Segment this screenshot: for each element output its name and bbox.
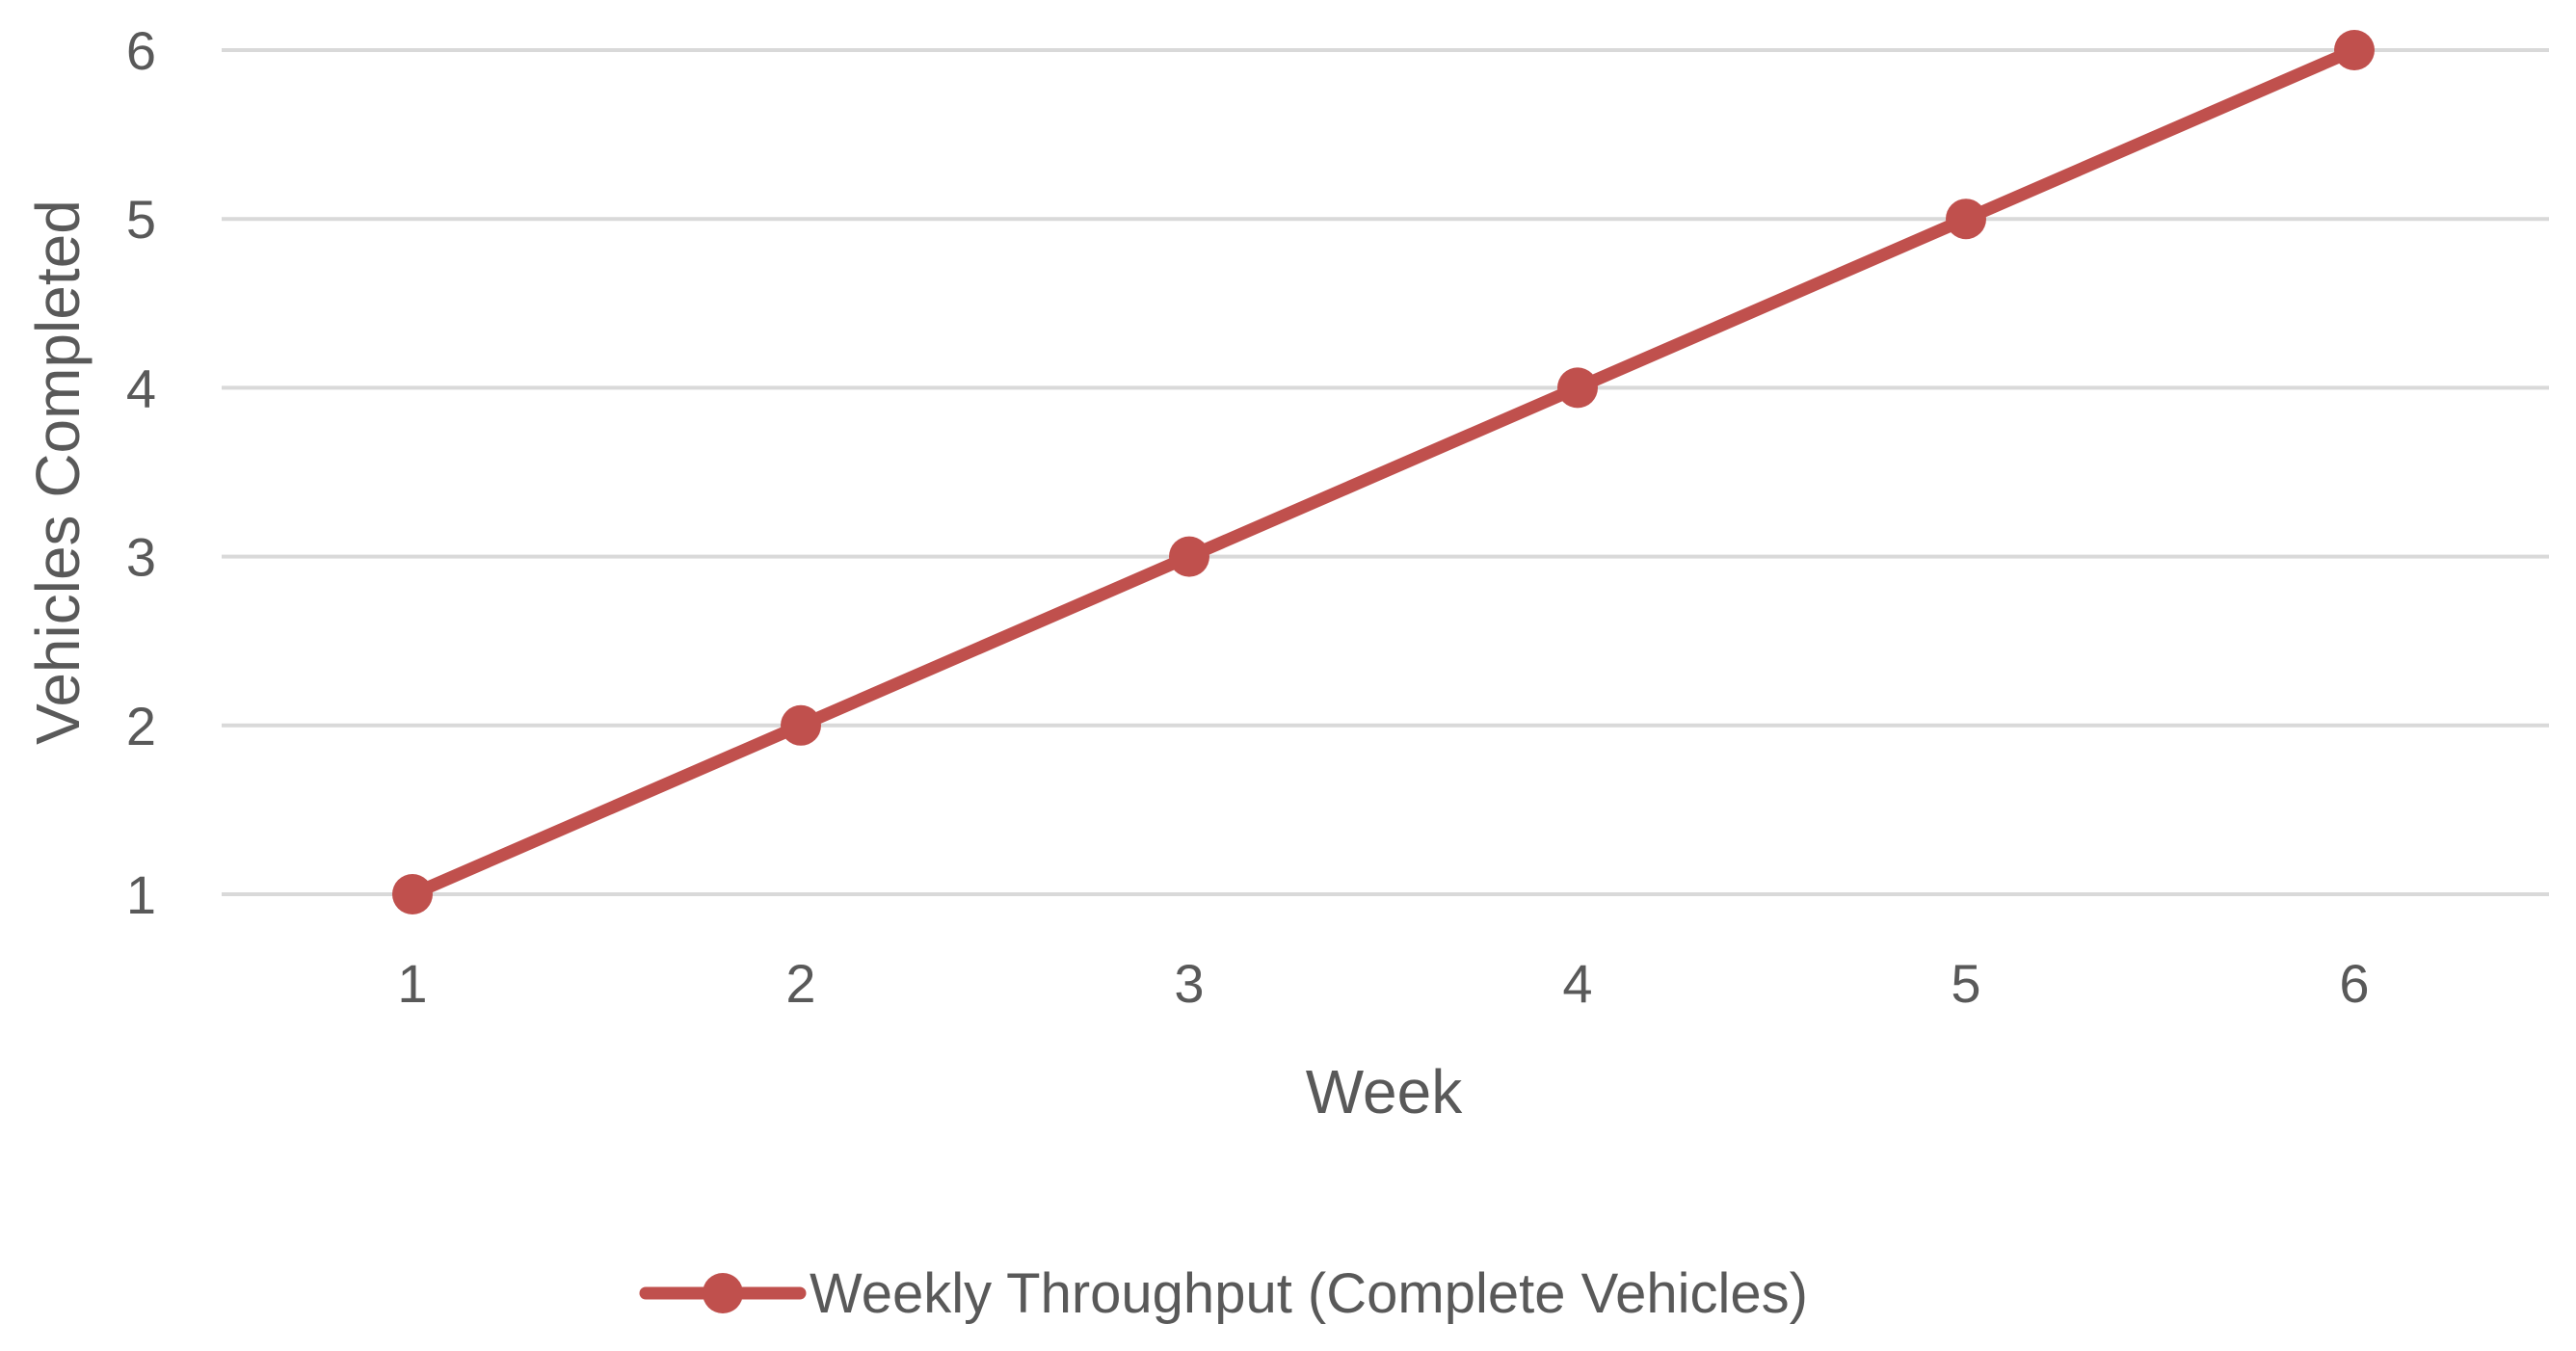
series-line [406, 43, 2361, 901]
x-tick-label: 4 [1562, 953, 1592, 1014]
y-tick-label: 3 [126, 527, 156, 588]
x-tick-label: 2 [785, 953, 815, 1014]
gridlines [222, 48, 2549, 896]
x-tick-label: 5 [1951, 953, 1980, 1014]
x-tick-label: 3 [1174, 953, 1204, 1014]
y-tick-label: 2 [126, 696, 156, 756]
data-point [392, 874, 433, 914]
y-tick-label: 6 [126, 20, 156, 81]
data-point [1557, 367, 1598, 409]
data-point [2334, 30, 2375, 70]
y-tick-label: 4 [126, 358, 156, 418]
series-lines [406, 43, 2361, 901]
series-points [392, 30, 2375, 914]
x-axis-title: Week [1306, 1057, 1463, 1126]
data-point [781, 704, 821, 746]
legend-swatch-marker [703, 1273, 743, 1313]
x-tick-label: 6 [2339, 953, 2369, 1014]
legend: Weekly Throughput (Complete Vehicles) [639, 1262, 1808, 1325]
x-axis-tick-labels: 1 2 3 4 5 6 [397, 953, 2369, 1014]
y-tick-label: 1 [126, 864, 156, 925]
y-axis-title: Vehicles Completed [23, 199, 93, 745]
y-tick-label: 5 [126, 189, 156, 250]
data-point [1946, 199, 1986, 240]
x-tick-label: 1 [397, 953, 427, 1014]
legend-series-label: Weekly Throughput (Complete Vehicles) [810, 1262, 1808, 1325]
data-point [1169, 536, 1209, 577]
y-axis-tick-labels: 1 2 3 4 5 6 [126, 20, 156, 925]
